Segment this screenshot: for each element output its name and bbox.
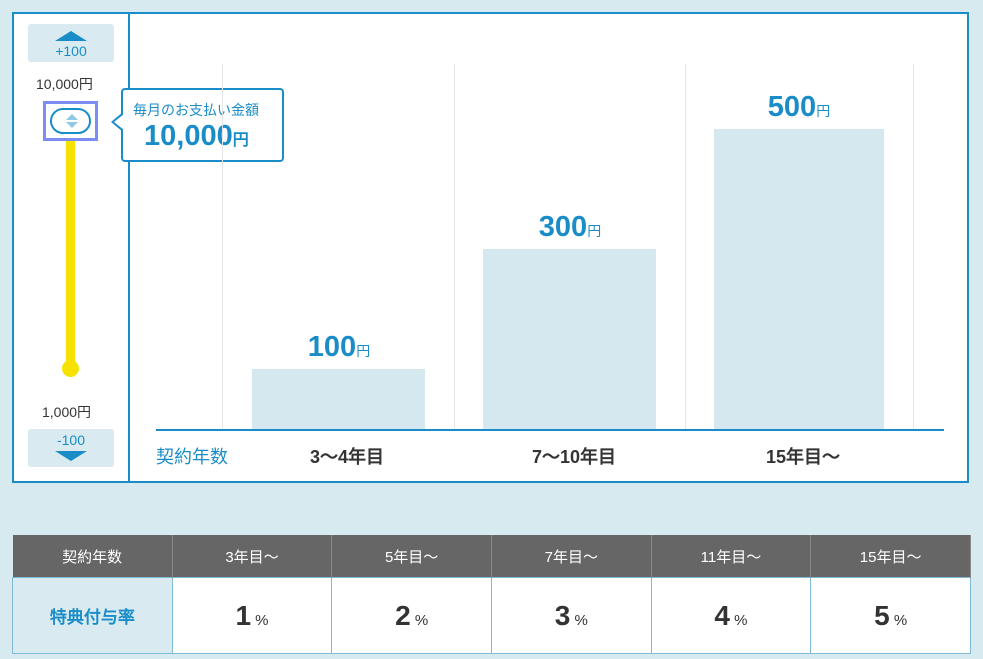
up-arrow-icon bbox=[66, 114, 78, 120]
slider-min-label: 1,000円 bbox=[42, 404, 92, 420]
arrow-up-icon bbox=[55, 31, 87, 41]
bar bbox=[483, 249, 656, 429]
x-tick-label: 3〜4年目 bbox=[309, 447, 385, 467]
down-arrow-icon bbox=[66, 122, 78, 128]
slider-handle-knob bbox=[50, 108, 91, 134]
amount-caption: 毎月のお支払い金額 bbox=[133, 102, 259, 118]
decrement-label: -100 bbox=[56, 432, 86, 448]
bar bbox=[714, 129, 884, 429]
rates-column-header: 15年目〜 bbox=[810, 535, 971, 578]
increment-button[interactable]: +100 bbox=[28, 24, 114, 62]
rate-cell: 4 % bbox=[650, 577, 812, 654]
rates-column-header: 7年目〜 bbox=[491, 535, 652, 578]
x-tick-label: 7〜10年目 bbox=[531, 447, 617, 467]
slider-track-end bbox=[62, 360, 79, 377]
amount-number: 10,000 bbox=[144, 120, 233, 152]
chart-baseline bbox=[156, 429, 944, 431]
rates-column-header: 11年目〜 bbox=[651, 535, 812, 578]
slider-track[interactable] bbox=[66, 128, 75, 368]
amount-tooltip: 毎月のお支払い金額 10,000円 bbox=[111, 88, 284, 162]
grid-line bbox=[913, 64, 914, 429]
arrow-down-icon bbox=[55, 451, 87, 461]
amount-value: 10,000円 bbox=[144, 120, 249, 153]
decrement-button[interactable]: -100 bbox=[28, 429, 114, 467]
increment-label: +100 bbox=[55, 43, 87, 59]
bar-value-label: 500円 bbox=[767, 91, 831, 123]
slider-handle[interactable] bbox=[43, 101, 98, 141]
x-tick-label: 15年目〜 bbox=[765, 447, 841, 467]
rates-column-header: 5年目〜 bbox=[331, 535, 492, 578]
rate-cell: 3 % bbox=[490, 577, 652, 654]
rates-header-label: 契約年数 bbox=[12, 535, 173, 578]
bar-value-label: 300円 bbox=[538, 211, 602, 243]
panel-divider bbox=[128, 12, 130, 483]
bar bbox=[252, 369, 425, 429]
rates-header-row: 契約年数 3年目〜 5年目〜 7年目〜 11年目〜 15年目〜 bbox=[12, 535, 971, 578]
amount-unit: 円 bbox=[232, 132, 249, 149]
grid-line bbox=[685, 64, 686, 429]
x-axis-title: 契約年数 bbox=[156, 447, 228, 467]
slider-max-label: 10,000円 bbox=[36, 76, 93, 92]
grid-line bbox=[222, 64, 223, 429]
grid-line bbox=[454, 64, 455, 429]
rates-column-header: 3年目〜 bbox=[172, 535, 333, 578]
rates-table: 契約年数 3年目〜 5年目〜 7年目〜 11年目〜 15年目〜 特典付与率 1 % 2 %… bbox=[12, 535, 971, 654]
bar-value-label: 100円 bbox=[307, 331, 371, 363]
rate-cell: 1 % bbox=[171, 577, 333, 654]
rates-row: 特典付与率 1 % 2 % 3 % 4 % 5 % bbox=[12, 577, 971, 654]
rate-cell: 2 % bbox=[331, 577, 492, 654]
rate-cell: 5 % bbox=[810, 577, 971, 654]
rates-row-label: 特典付与率 bbox=[12, 577, 173, 654]
